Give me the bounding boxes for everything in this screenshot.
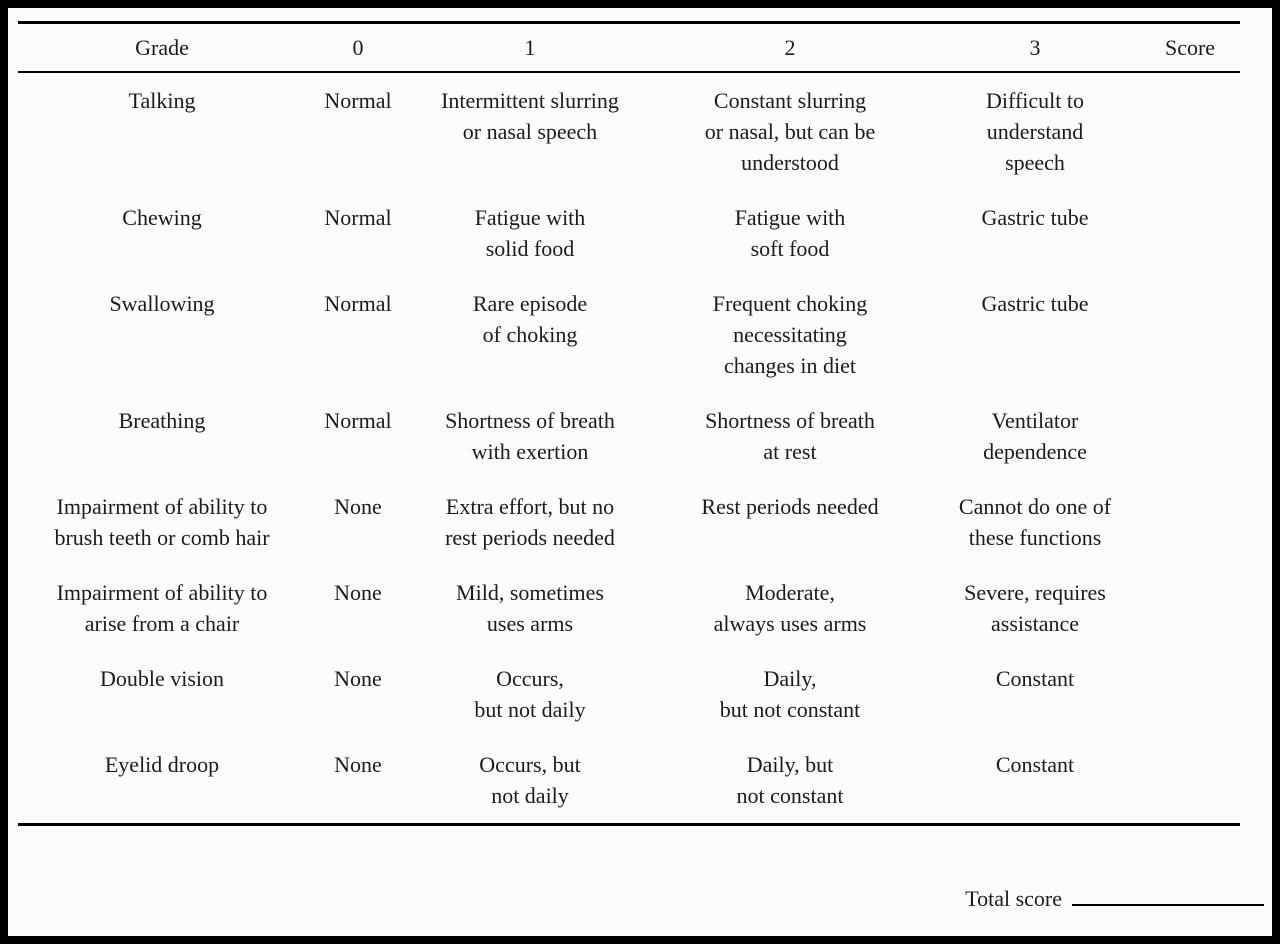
grade-0-cell: Normal <box>324 291 392 316</box>
grade-0-cell: None <box>334 494 382 519</box>
grade-0-cell: Normal <box>324 205 392 230</box>
grade-0-cell: Normal <box>324 408 392 433</box>
grade-3-cell: Constant <box>995 666 1075 691</box>
score-cell <box>1140 393 1240 479</box>
table-row-eyelid-droop: Eyelid droop None Occurs, but not daily … <box>18 737 1240 825</box>
grade-3-cell: Difficult to understand speech <box>986 88 1084 175</box>
score-cell <box>1140 190 1240 276</box>
table-row-brush-teeth: Impairment of ability to brush teeth or … <box>18 479 1240 565</box>
grade-1-cell: Intermittent slurring or nasal speech <box>441 88 619 144</box>
row-label: Double vision <box>99 666 225 691</box>
grade-2-cell: Constant slurring or nasal, but can be u… <box>704 88 876 175</box>
table-row-arise-chair: Impairment of ability to arise from a ch… <box>18 565 1240 651</box>
grade-1-cell: Occurs, but not daily <box>474 666 586 722</box>
grade-1-cell: Shortness of breath with exertion <box>445 408 615 464</box>
score-cell <box>1140 565 1240 651</box>
total-score-blank <box>1072 903 1264 906</box>
grade-1-cell: Extra effort, but no rest periods needed <box>445 494 615 550</box>
grade-2-cell: Fatigue with soft food <box>734 205 846 261</box>
score-cell <box>1140 72 1240 190</box>
grade-3-cell: Gastric tube <box>981 205 1089 230</box>
grade-0-cell: None <box>334 752 382 777</box>
score-cell <box>1140 276 1240 393</box>
grade-2-cell: Daily, but not constant <box>719 666 861 722</box>
table-row-talking: Talking Normal Intermittent slurring or … <box>18 72 1240 190</box>
grade-3-cell: Constant <box>995 752 1075 777</box>
row-label: Eyelid droop <box>104 752 220 777</box>
grade-3-cell: Cannot do one of these functions <box>958 494 1112 550</box>
grade-0-cell: None <box>334 580 382 605</box>
row-label: Chewing <box>122 205 202 230</box>
score-cell <box>1140 479 1240 565</box>
grade-table: Grade 0 1 2 3 Score Talking Normal Inter… <box>18 21 1240 826</box>
grade-3-cell: Severe, requires assistance <box>964 580 1106 636</box>
table-row-double-vision: Double vision None Occurs, but not daily… <box>18 651 1240 737</box>
table-row-chewing: Chewing Normal Fatigue with solid food F… <box>18 190 1240 276</box>
column-header-grade: Grade <box>135 34 189 60</box>
column-header-0: 0 <box>352 34 364 60</box>
grade-1-cell: Mild, sometimes uses arms <box>456 580 604 636</box>
grade-0-cell: None <box>334 666 382 691</box>
table-row-breathing: Breathing Normal Shortness of breath wit… <box>18 393 1240 479</box>
row-label: Swallowing <box>109 291 215 316</box>
row-label: Impairment of ability to arise from a ch… <box>56 580 268 636</box>
column-header-1: 1 <box>524 34 536 60</box>
total-score-label: Total score <box>965 886 1062 911</box>
total-score-row: Total score <box>965 886 1264 912</box>
row-label: Impairment of ability to brush teeth or … <box>54 494 270 550</box>
grade-3-cell: Ventilator dependence <box>983 408 1087 464</box>
column-header-2: 2 <box>784 34 796 60</box>
grade-2-cell: Daily, but not constant <box>736 752 844 808</box>
grade-3-cell: Gastric tube <box>981 291 1089 316</box>
row-label: Talking <box>128 88 196 113</box>
score-cell <box>1140 737 1240 825</box>
grade-1-cell: Fatigue with solid food <box>474 205 586 261</box>
grade-1-cell: Occurs, but not daily <box>479 752 581 808</box>
row-label: Breathing <box>118 408 206 433</box>
table-row-swallowing: Swallowing Normal Rare episode of chokin… <box>18 276 1240 393</box>
grade-2-cell: Shortness of breath at rest <box>705 408 875 464</box>
grade-0-cell: Normal <box>324 88 392 113</box>
grade-2-cell: Rest periods needed <box>701 494 879 519</box>
grade-2-cell: Moderate, always uses arms <box>713 580 867 636</box>
column-header-3: 3 <box>1029 34 1041 60</box>
header-row: Grade 0 1 2 3 Score <box>18 22 1240 72</box>
column-header-score: Score <box>1164 34 1216 60</box>
score-cell <box>1140 651 1240 737</box>
grade-1-cell: Rare episode of choking <box>472 291 588 347</box>
grade-2-cell: Frequent choking necessitating changes i… <box>712 291 868 378</box>
